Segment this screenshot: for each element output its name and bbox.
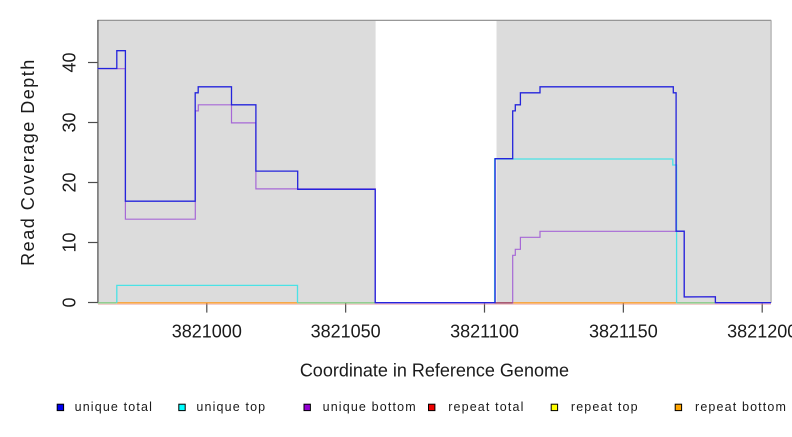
svg-text:3821200: 3821200	[727, 322, 792, 342]
svg-text:3821150: 3821150	[589, 322, 658, 342]
svg-text:repeat bottom: repeat bottom	[695, 400, 787, 414]
svg-text:3821000: 3821000	[172, 322, 242, 342]
svg-text:10: 10	[60, 232, 80, 252]
svg-text:unique top: unique top	[196, 400, 266, 414]
svg-text:3821050: 3821050	[311, 322, 381, 342]
svg-text:unique bottom: unique bottom	[323, 400, 417, 414]
svg-text:40: 40	[60, 52, 80, 72]
svg-text:3821100: 3821100	[450, 322, 519, 342]
svg-text:30: 30	[60, 112, 80, 132]
svg-text:20: 20	[60, 172, 80, 192]
svg-text:0: 0	[59, 297, 79, 307]
svg-text:unique total: unique total	[75, 400, 153, 414]
svg-text:repeat total: repeat total	[448, 400, 524, 414]
svg-text:repeat top: repeat top	[571, 400, 639, 414]
svg-text:Coordinate in Reference Genome: Coordinate in Reference Genome	[300, 360, 569, 380]
svg-text:Read Coverage Depth: Read Coverage Depth	[18, 58, 38, 266]
